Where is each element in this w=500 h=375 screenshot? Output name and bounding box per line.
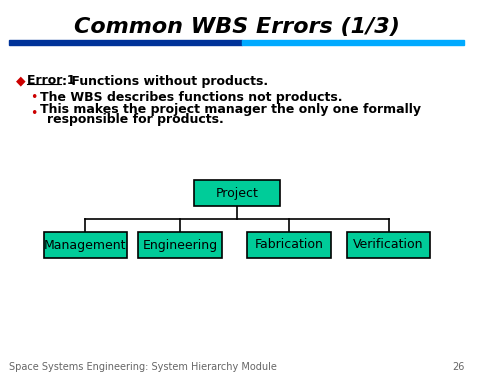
Text: ◆: ◆ xyxy=(16,75,26,87)
Text: : Functions without products.: : Functions without products. xyxy=(62,75,268,87)
FancyBboxPatch shape xyxy=(347,232,430,258)
Bar xyxy=(242,40,464,45)
Text: Error 1: Error 1 xyxy=(26,75,75,87)
FancyBboxPatch shape xyxy=(194,180,280,206)
Text: Fabrication: Fabrication xyxy=(254,238,324,252)
Text: Engineering: Engineering xyxy=(142,238,218,252)
Text: responsible for products.: responsible for products. xyxy=(48,114,224,126)
FancyBboxPatch shape xyxy=(44,232,127,258)
Text: This makes the project manager the only one formally: This makes the project manager the only … xyxy=(40,104,421,117)
Text: Verification: Verification xyxy=(354,238,424,252)
Text: The WBS describes functions not products.: The WBS describes functions not products… xyxy=(40,92,343,105)
Bar xyxy=(10,40,241,45)
Text: •: • xyxy=(30,92,38,105)
Text: Management: Management xyxy=(44,238,126,252)
FancyBboxPatch shape xyxy=(248,232,331,258)
Text: Project: Project xyxy=(216,186,258,200)
FancyBboxPatch shape xyxy=(138,232,222,258)
Text: •: • xyxy=(30,108,38,120)
Text: Common WBS Errors (1/3): Common WBS Errors (1/3) xyxy=(74,17,400,37)
Text: Space Systems Engineering: System Hierarchy Module: Space Systems Engineering: System Hierar… xyxy=(10,362,278,372)
Text: 26: 26 xyxy=(452,362,464,372)
